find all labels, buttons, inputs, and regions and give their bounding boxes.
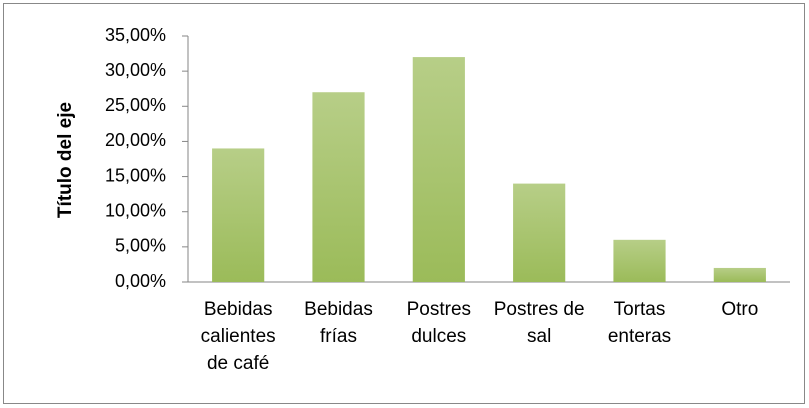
y-axis-label: Título del eje	[55, 102, 76, 218]
y-tick-label: 30,00%	[105, 60, 166, 80]
x-tick-label: Otro	[721, 299, 759, 320]
x-tick-label: Postres de sal	[493, 299, 585, 347]
x-tick-label: Bebidas frías	[304, 299, 373, 347]
bar	[613, 239, 666, 282]
bar	[513, 183, 566, 282]
x-tick-label: Bebidas calientes de café	[200, 299, 276, 374]
bar	[312, 92, 365, 282]
x-tick-label: Postres dulces	[406, 299, 472, 347]
y-tick-label: 25,00%	[105, 95, 166, 115]
y-tick-label: 5,00%	[115, 236, 166, 256]
y-tick-label: 15,00%	[105, 165, 166, 185]
x-tick-label: Tortas enteras	[607, 299, 672, 347]
y-tick-label: 10,00%	[105, 200, 166, 220]
chart-border	[3, 3, 805, 404]
bar	[412, 57, 465, 283]
y-tick-label: 20,00%	[105, 130, 166, 150]
y-tick-label: 35,00%	[105, 25, 166, 45]
y-tick-label: 0,00%	[115, 271, 166, 291]
bar	[713, 267, 766, 282]
bar	[212, 148, 265, 282]
